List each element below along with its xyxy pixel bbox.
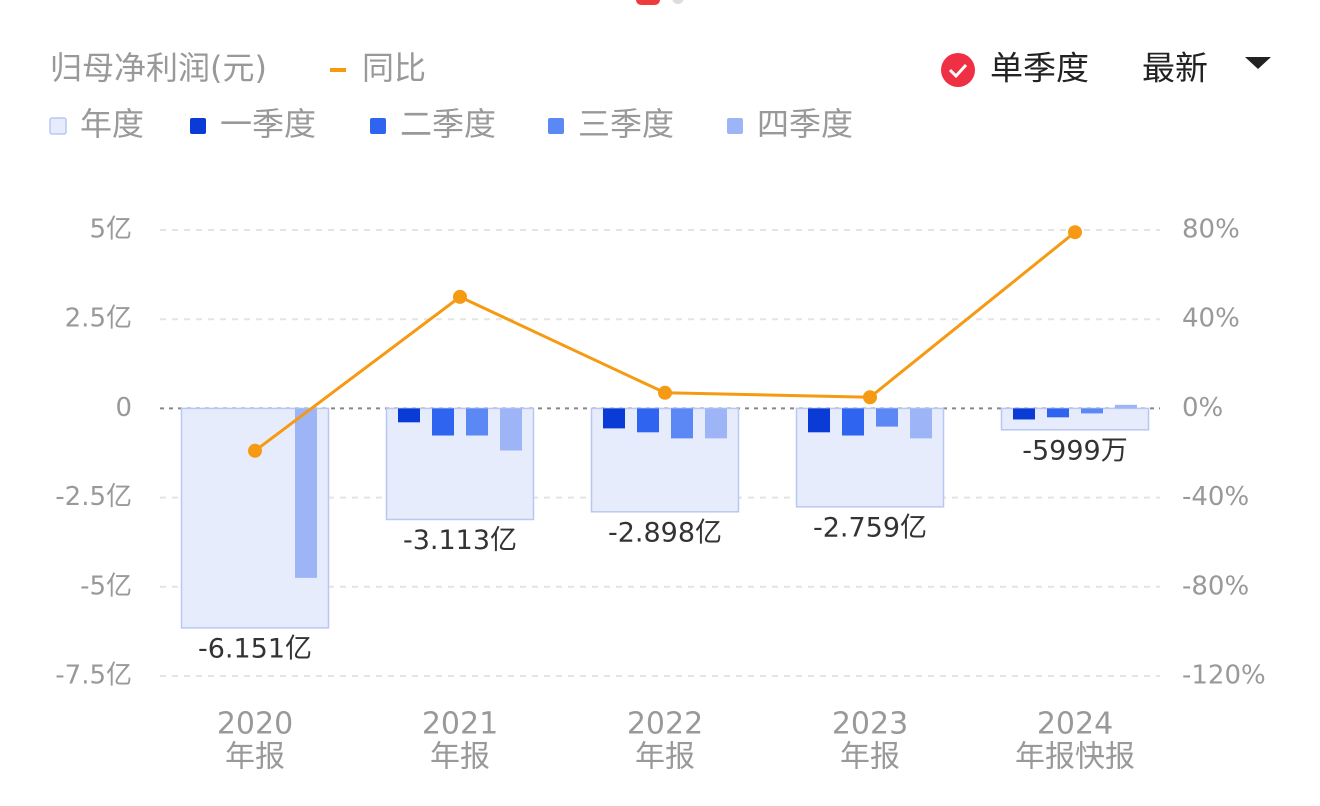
legend-marker [370,118,386,134]
yoy-point [248,443,262,458]
quarter-bar [603,408,625,429]
legend-label: 四季度 [757,105,853,143]
y2-tick-label: 0% [1182,393,1223,423]
value-label: -6.151亿 [198,633,312,664]
legend-label: 一季度 [220,105,316,143]
legend-label: 年度 [80,105,144,143]
quarter-bar [1081,408,1103,414]
x-tick-label: 年报 [430,740,490,775]
quarter-bar [432,408,454,436]
quarter-bar [500,408,522,451]
y2-tick-label: 40% [1182,304,1240,334]
quarter-bar [1115,404,1137,409]
quarter-bar [637,408,659,433]
yoy-point [658,385,672,400]
annual-bar [1000,407,1150,431]
quarter-bar [671,408,693,439]
x-tick-label: 2022 [627,707,703,742]
quarter-bar [1013,408,1035,420]
y-tick-label: -2.5亿 [55,482,132,512]
quarter-bar [466,408,488,436]
x-tick-label: 2020 [217,707,293,742]
toggle-label: 单季度 [990,49,1089,88]
quarter-bar [910,408,932,439]
y-tick-label: -5亿 [80,571,132,601]
value-label: -2.898亿 [608,517,722,548]
y2-tick-label: -40% [1182,482,1249,512]
quarter-bar [808,408,830,433]
x-tick-label: 2023 [832,707,908,742]
legend-marker [49,117,67,135]
quarter-bar [295,408,317,578]
y-tick-label: 2.5亿 [65,304,132,334]
legend-label: 二季度 [400,105,496,143]
chart-title: 归母净利润(元) [50,49,267,87]
quarter-bar [1047,408,1069,418]
y-tick-label: 5亿 [89,215,132,245]
yoy-point [453,289,467,304]
y2-tick-label: 80% [1182,215,1240,245]
y2-tick-label: -120% [1182,661,1266,691]
yoy-point [863,390,877,405]
yoy-point [1068,225,1082,240]
legend-marker [727,118,743,134]
legend-label: 三季度 [578,105,674,143]
page-indicator [672,0,684,4]
y-tick-label: -7.5亿 [55,661,132,691]
legend-marker [190,118,206,134]
quarter-bar [876,408,898,427]
x-tick-label: 年报快报 [1015,740,1135,775]
value-label: -2.759亿 [813,512,927,543]
x-tick-label: 年报 [840,740,900,775]
latest-dropdown[interactable]: 最新 [1142,49,1271,88]
quarter-bar [705,408,727,439]
value-label: -5999万 [1022,435,1127,466]
check-mark [948,63,968,79]
legend-marker [548,118,564,134]
y-tick-label: 0 [115,393,132,423]
dropdown-arrow [1245,57,1271,69]
value-label: -3.113亿 [403,525,517,556]
x-tick-label: 2021 [422,707,498,742]
check-icon [941,53,975,87]
x-tick-label: 年报 [225,740,285,775]
x-tick-label: 年报 [635,740,695,775]
x-tick-label: 2024 [1037,707,1113,742]
y2-tick-label: -80% [1182,571,1249,601]
quarter-bar [842,408,864,436]
single-quarter-toggle[interactable]: 单季度 [941,49,1089,88]
quarter-bar [398,408,420,423]
page-indicator-active [636,0,660,5]
dropdown-label: 最新 [1142,49,1208,88]
legend-label: 同比 [362,49,426,87]
